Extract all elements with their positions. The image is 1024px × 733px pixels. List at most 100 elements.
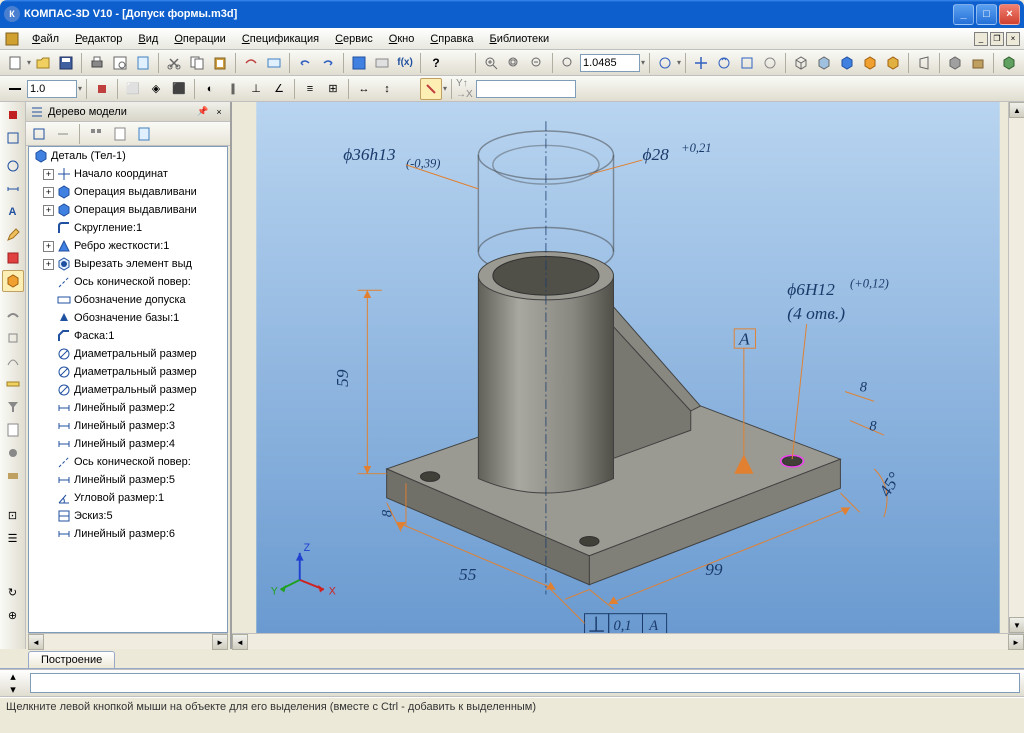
mdi-close-button[interactable]: ×	[1006, 32, 1020, 46]
viewport-hscroll[interactable]: ◄ ►	[232, 633, 1024, 649]
vars-button[interactable]	[263, 52, 285, 74]
menu-сервис[interactable]: Сервис	[327, 31, 381, 47]
tree-item[interactable]: +Операция выдавливани	[29, 183, 227, 201]
new-button[interactable]	[4, 52, 26, 74]
t1-button[interactable]: ⬜	[122, 78, 144, 100]
shaded-button[interactable]	[836, 52, 858, 74]
zoom-fit-button[interactable]	[503, 52, 525, 74]
tree-tb5-button[interactable]	[133, 123, 155, 145]
print-button[interactable]	[86, 52, 108, 74]
gradient-button[interactable]	[882, 52, 904, 74]
tree-item[interactable]: Линейный размер:2	[29, 399, 227, 417]
lt-more1-button[interactable]: ⊡	[2, 504, 24, 526]
t7-button[interactable]: ∠	[268, 78, 290, 100]
shaded-edges-button[interactable]	[859, 52, 881, 74]
t9-button[interactable]: ⊞	[322, 78, 344, 100]
line-style-button[interactable]	[4, 78, 26, 100]
menu-файл[interactable]: Файл	[24, 31, 67, 47]
tree-item[interactable]: Линейный размер:6	[29, 525, 227, 543]
hidden-button[interactable]	[813, 52, 835, 74]
tree-item[interactable]: Линейный размер:3	[29, 417, 227, 435]
expand-icon[interactable]: +	[43, 205, 54, 216]
lt-meas-button[interactable]	[2, 373, 24, 395]
expand-icon[interactable]: +	[43, 241, 54, 252]
snap-button[interactable]	[420, 78, 442, 100]
tree-tb1-button[interactable]	[28, 123, 50, 145]
tree-tb4-button[interactable]	[109, 123, 131, 145]
viewport-vscroll[interactable]: ▲ ▼	[1008, 102, 1024, 633]
tab-build[interactable]: Построение	[28, 651, 115, 668]
lt-aux-button[interactable]	[2, 327, 24, 349]
preview-button[interactable]	[109, 52, 131, 74]
menu-операции[interactable]: Операции	[166, 31, 233, 47]
zoom-out-button[interactable]	[526, 52, 548, 74]
view-button[interactable]	[759, 52, 781, 74]
lt-rep-button[interactable]	[2, 442, 24, 464]
doc-button[interactable]	[132, 52, 154, 74]
coord-input[interactable]	[476, 80, 576, 98]
props-button[interactable]	[240, 52, 262, 74]
manager-button[interactable]	[348, 52, 370, 74]
minimize-button[interactable]: _	[953, 4, 974, 25]
t3-button[interactable]: ⬛	[168, 78, 190, 100]
perspective-button[interactable]	[913, 52, 935, 74]
tree-item[interactable]: +Вырезать элемент выд	[29, 255, 227, 273]
pan-button[interactable]	[690, 52, 712, 74]
menu-вид[interactable]: Вид	[130, 31, 166, 47]
lt-stop-button[interactable]	[2, 104, 24, 126]
line-width-input[interactable]	[27, 80, 77, 98]
tree-item[interactable]: Диаметральный размер	[29, 381, 227, 399]
tree-pin-button[interactable]: 📌	[196, 105, 210, 119]
menu-спецификация[interactable]: Спецификация	[234, 31, 327, 47]
zoom-input[interactable]	[580, 54, 640, 72]
close-button[interactable]: ×	[999, 4, 1020, 25]
lt-more3-button[interactable]: ↻	[2, 581, 24, 603]
lt-text-button[interactable]: A	[2, 201, 24, 223]
redo-button[interactable]	[317, 52, 339, 74]
t4-button[interactable]: ◐	[199, 78, 221, 100]
copy-button[interactable]	[186, 52, 208, 74]
lt-more4-button[interactable]: ⊕	[2, 604, 24, 626]
tree-item[interactable]: Фаска:1	[29, 327, 227, 345]
prop-down-button[interactable]: ▾	[7, 684, 19, 696]
tree-item[interactable]: Диаметральный размер	[29, 345, 227, 363]
expand-icon[interactable]: +	[43, 259, 54, 270]
lt-sketch-button[interactable]	[2, 127, 24, 149]
zoom-window-button[interactable]	[557, 52, 579, 74]
3d-viewport[interactable]: А ϕ36h13 (-0,39) ϕ28 +0,21 ϕ6H12 (+0,12)…	[232, 102, 1024, 633]
tree-scrollbar[interactable]: ◄ ►	[28, 633, 228, 649]
menu-библиотеки[interactable]: Библиотеки	[482, 31, 558, 47]
tree-item[interactable]: Линейный размер:5	[29, 471, 227, 489]
lt-sheet-button[interactable]	[2, 465, 24, 487]
mdi-restore-button[interactable]: ❐	[990, 32, 1004, 46]
tree-item[interactable]: Линейный размер:4	[29, 435, 227, 453]
fx-button[interactable]: f(x)	[394, 52, 416, 74]
t8-button[interactable]: ≡	[299, 78, 321, 100]
lt-dim-button[interactable]	[2, 178, 24, 200]
look-button[interactable]	[736, 52, 758, 74]
simplify-button[interactable]	[967, 52, 989, 74]
rotate-button[interactable]	[713, 52, 735, 74]
lt-geom-button[interactable]	[2, 155, 24, 177]
t6-button[interactable]: ⊥	[245, 78, 267, 100]
expand-icon[interactable]: +	[43, 169, 54, 180]
expand-icon[interactable]: +	[43, 187, 54, 198]
wireframe-button[interactable]	[790, 52, 812, 74]
menu-справка[interactable]: Справка	[422, 31, 481, 47]
tree-tb2-button[interactable]	[52, 123, 74, 145]
tree-tb3-button[interactable]	[85, 123, 107, 145]
cut-button[interactable]	[163, 52, 185, 74]
lt-3d-button[interactable]	[2, 270, 24, 292]
menu-редактор[interactable]: Редактор	[67, 31, 130, 47]
t2-button[interactable]: ◈	[145, 78, 167, 100]
save-button[interactable]	[55, 52, 77, 74]
lt-curve-button[interactable]	[2, 350, 24, 372]
tree-item[interactable]: Ось конической повер:	[29, 453, 227, 471]
tree-item[interactable]: Ось конической повер:	[29, 273, 227, 291]
lt-filter-button[interactable]	[2, 396, 24, 418]
tree-item[interactable]: Обозначение допуска	[29, 291, 227, 309]
help-button[interactable]: ?	[425, 52, 447, 74]
lt-spec-button[interactable]	[2, 419, 24, 441]
tree-item[interactable]: Диаметральный размер	[29, 363, 227, 381]
orbit-button[interactable]	[654, 52, 676, 74]
